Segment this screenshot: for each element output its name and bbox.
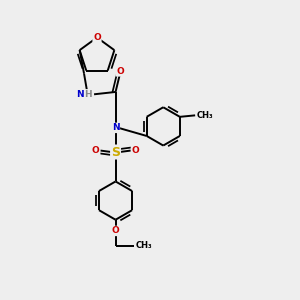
Text: O: O (131, 146, 139, 155)
Text: CH₃: CH₃ (135, 241, 152, 250)
Text: N: N (112, 123, 119, 132)
Text: O: O (92, 146, 100, 155)
Text: N: N (76, 90, 83, 99)
Text: O: O (112, 226, 119, 236)
Text: CH₃: CH₃ (196, 111, 213, 120)
Text: H: H (84, 90, 92, 99)
Text: O: O (116, 67, 124, 76)
Text: O: O (93, 33, 101, 42)
Text: S: S (111, 146, 120, 158)
